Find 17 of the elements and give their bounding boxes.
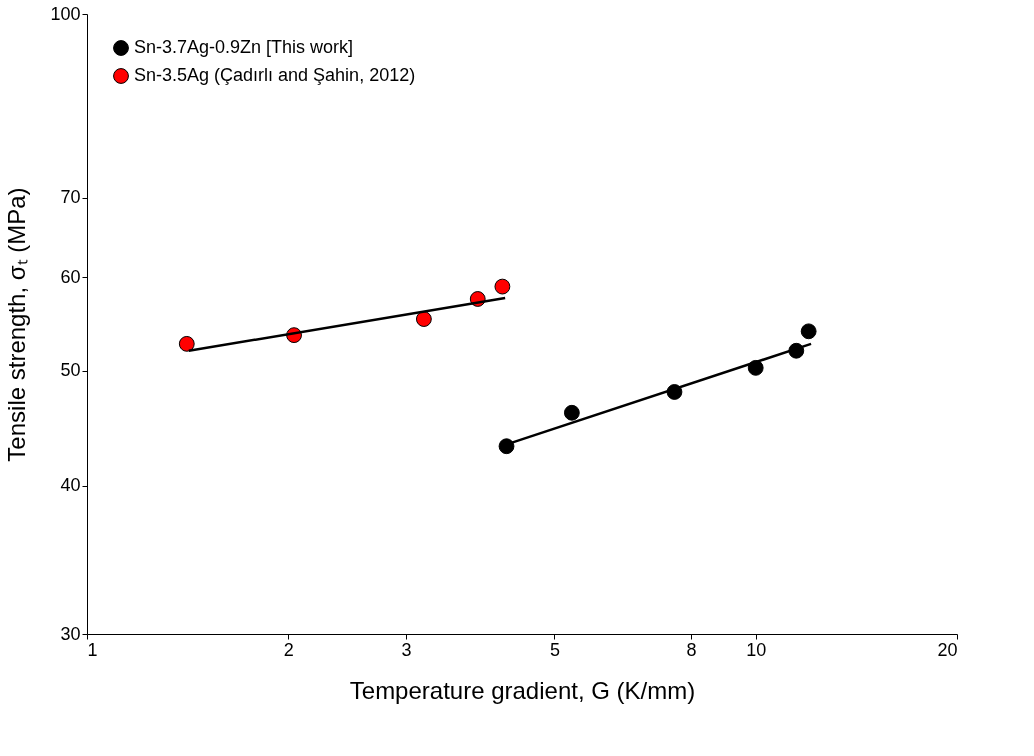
x-tick-label: 2 [283, 639, 294, 660]
y-tick-label: 30 [60, 623, 81, 644]
y-tick-label: 100 [50, 3, 81, 24]
y-tick-label: 40 [60, 475, 81, 496]
x-tick-label: 3 [401, 639, 412, 660]
y-axis-title: Tensile strength, σₜ (MPa) [3, 187, 31, 462]
x-tick-label: 20 [937, 639, 958, 660]
y-tick-label: 60 [60, 266, 81, 287]
legend-label: Sn-3.5Ag (Çadırlı and Şahin, 2012) [134, 65, 416, 85]
x-tick-label: 5 [549, 639, 560, 660]
x-axis-title: Temperature gradient, G (K/mm) [349, 676, 696, 704]
x-tick-label: 1 [87, 639, 98, 660]
x-tick-label: 8 [686, 639, 697, 660]
x-tick-label: 10 [746, 639, 767, 660]
y-tick-label: 70 [60, 187, 81, 208]
legend-label: Sn-3.7Ag-0.9Zn [This work] [134, 37, 354, 57]
y-tick-label: 50 [60, 360, 81, 381]
